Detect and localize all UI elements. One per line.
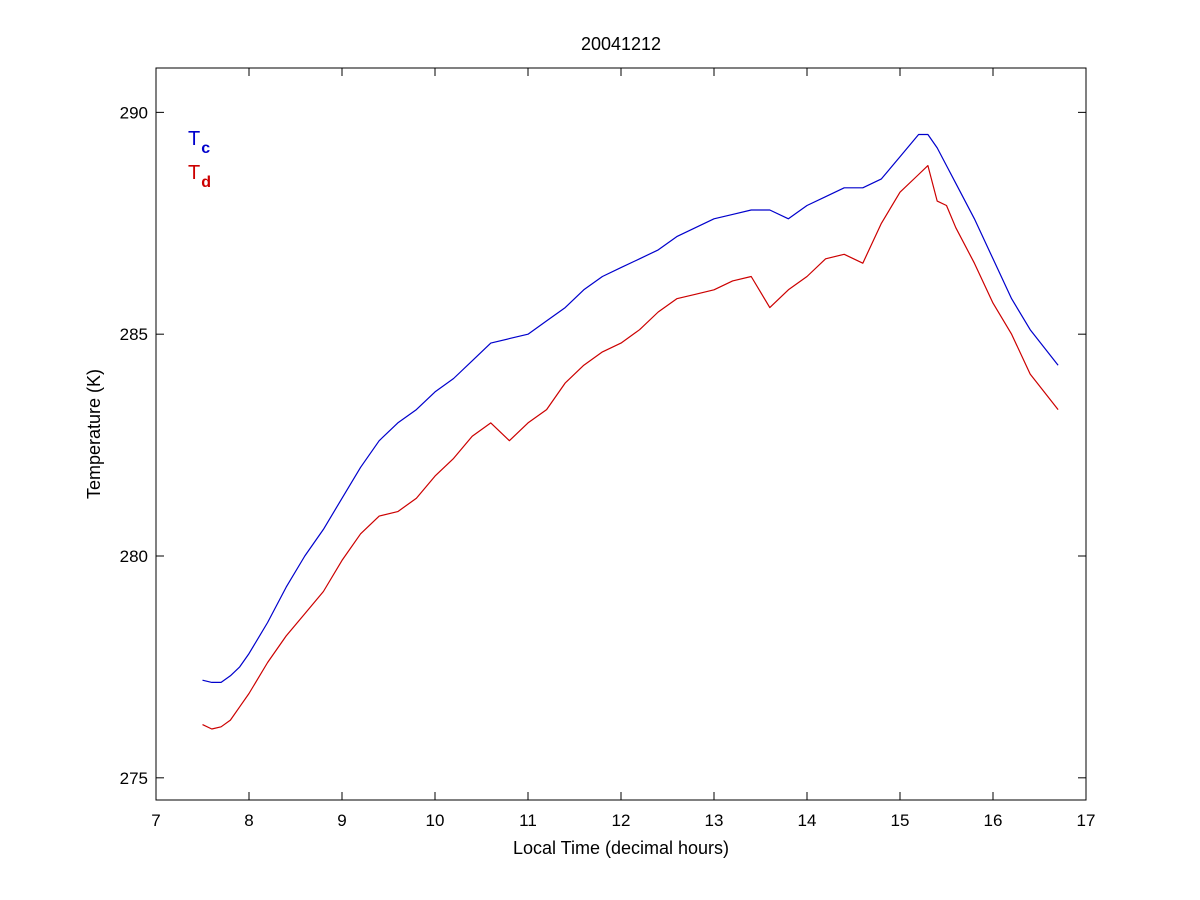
- chart-title: 20041212: [581, 34, 661, 54]
- x-axis-label: Local Time (decimal hours): [513, 838, 729, 858]
- x-tick-label: 15: [891, 811, 910, 830]
- legend: Tc Td: [188, 128, 211, 191]
- y-tick-label: 280: [120, 547, 148, 566]
- x-tick-label: 7: [151, 811, 160, 830]
- ticks-layer: 7 8 9 10 11 12 13 14 15 16 17 275 280 285 290: [120, 68, 1096, 830]
- y-axis-label: Temperature (K): [84, 369, 104, 499]
- x-tick-label: 8: [244, 811, 253, 830]
- x-tick-label: 11: [519, 811, 537, 830]
- y-tick-label: 290: [120, 103, 148, 122]
- series-line-tc: [202, 133, 1059, 684]
- legend-entry-tc: Tc: [188, 128, 210, 157]
- x-tick-label: 16: [984, 811, 1003, 830]
- x-tick-label: 9: [337, 811, 346, 830]
- x-tick-label: 10: [426, 811, 445, 830]
- legend-entry-td: Td: [188, 162, 211, 191]
- y-tick-label: 285: [120, 325, 148, 344]
- y-tick-label: 275: [120, 769, 148, 788]
- series-line-td: [202, 165, 1059, 730]
- series-layer: [202, 133, 1059, 730]
- x-tick-label: 12: [612, 811, 631, 830]
- x-tick-label: 14: [798, 811, 817, 830]
- x-tick-label: 13: [705, 811, 724, 830]
- x-tick-label: 17: [1077, 811, 1096, 830]
